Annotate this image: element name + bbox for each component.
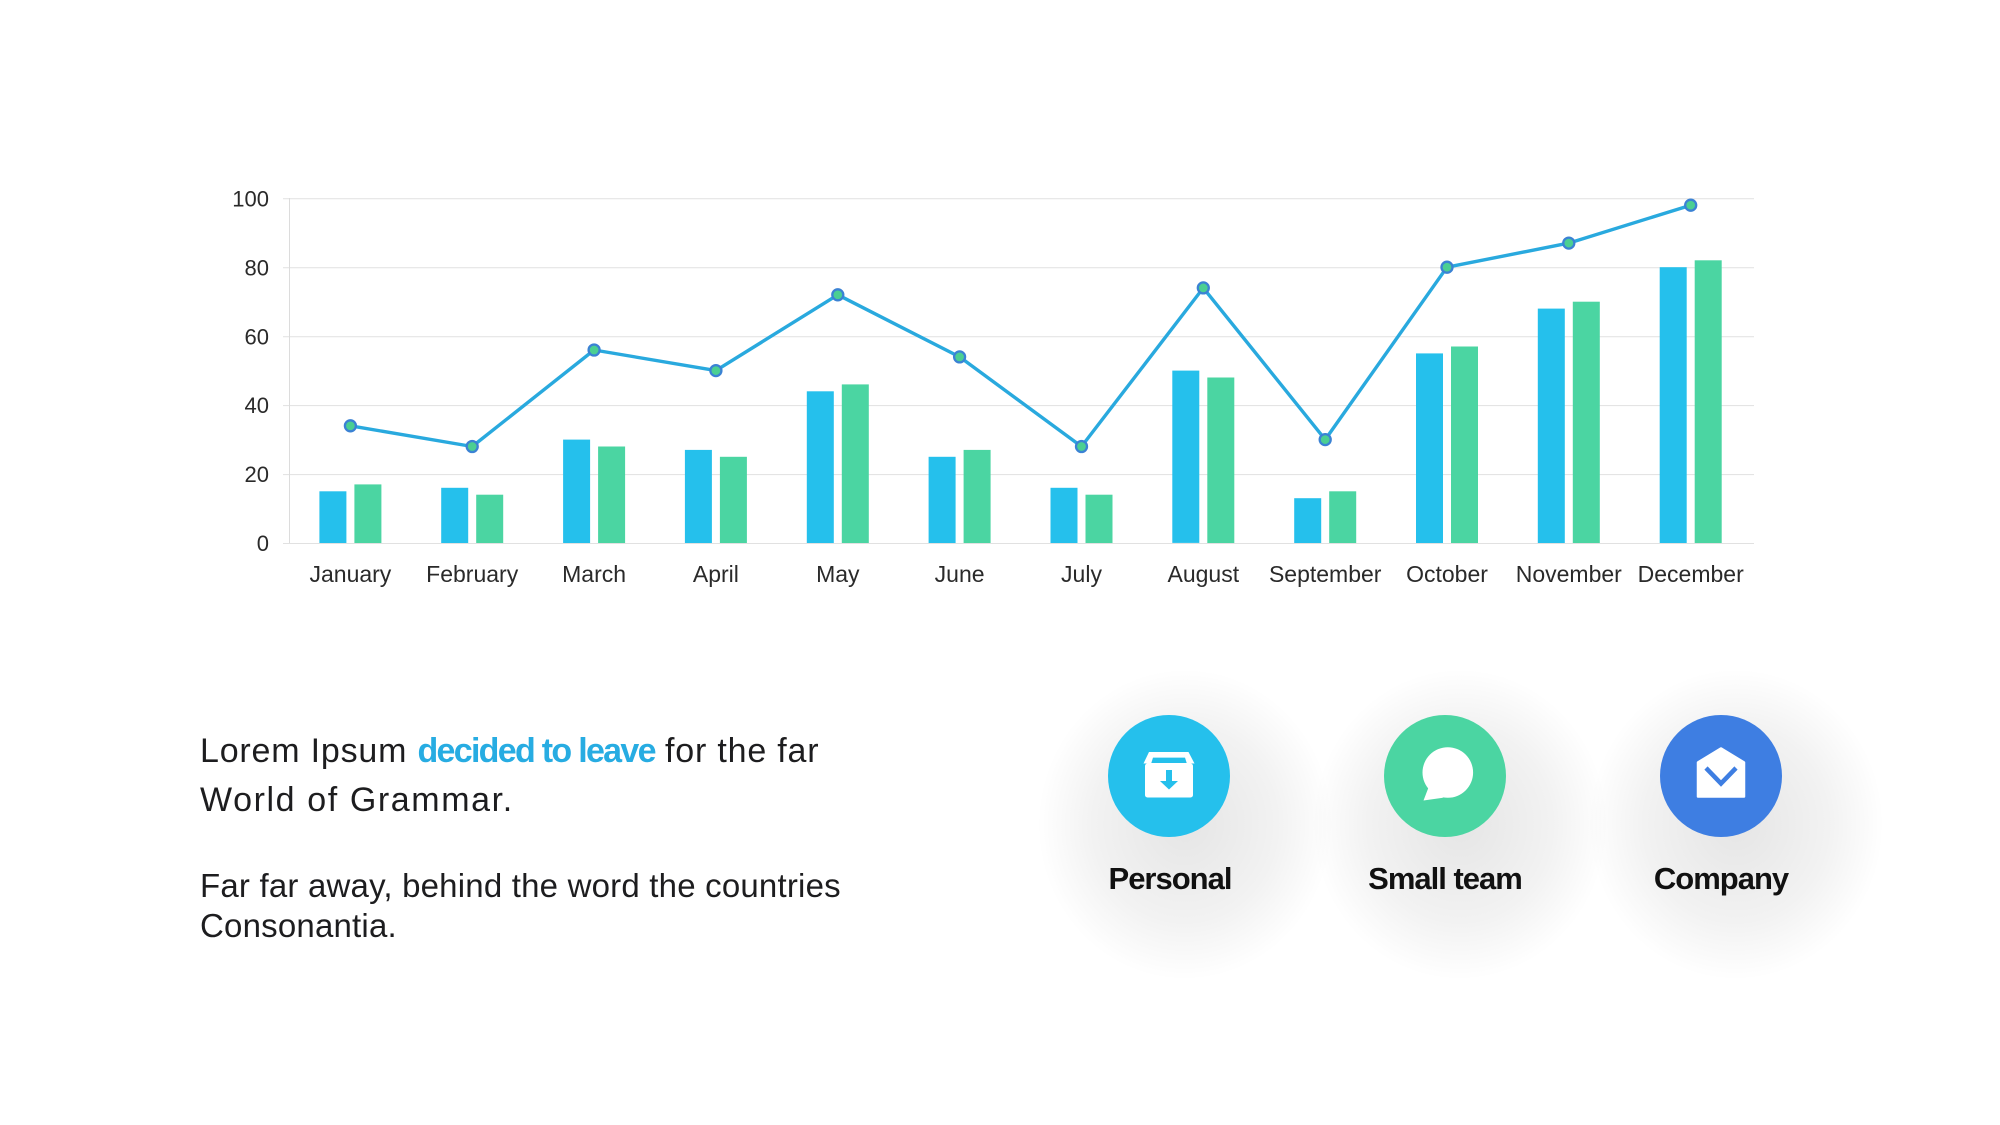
- svg-text:40: 40: [245, 393, 269, 418]
- svg-text:November: November: [1516, 561, 1622, 587]
- svg-text:July: July: [1061, 561, 1102, 587]
- svg-text:0: 0: [257, 531, 269, 556]
- svg-text:80: 80: [245, 255, 269, 280]
- svg-text:March: March: [562, 561, 626, 587]
- svg-text:January: January: [309, 561, 391, 587]
- svg-text:February: February: [426, 561, 519, 587]
- svg-text:September: September: [1269, 561, 1382, 587]
- svg-text:October: October: [1406, 561, 1488, 587]
- svg-text:April: April: [693, 561, 739, 587]
- svg-text:August: August: [1167, 561, 1239, 587]
- svg-text:June: June: [935, 561, 985, 587]
- svg-text:May: May: [816, 561, 860, 587]
- svg-text:100: 100: [232, 186, 269, 211]
- svg-text:December: December: [1638, 561, 1744, 587]
- svg-text:60: 60: [245, 324, 269, 349]
- svg-text:20: 20: [245, 462, 269, 487]
